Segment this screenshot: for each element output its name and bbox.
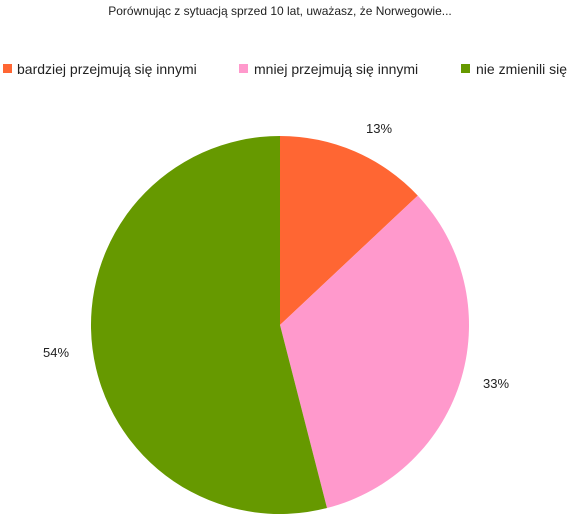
legend-swatch xyxy=(461,64,470,73)
slice-value-label: 13% xyxy=(366,121,392,136)
legend-swatch xyxy=(3,64,12,73)
legend-label: nie zmienili się xyxy=(476,61,567,77)
pie-slices xyxy=(90,136,470,514)
pie-slice xyxy=(90,136,327,514)
legend-item: bardziej przejmują się innymi xyxy=(3,61,197,77)
legend-item: mniej przejmują się innymi xyxy=(239,61,418,77)
slice-value-label: 54% xyxy=(43,345,69,360)
pie-slice xyxy=(280,195,470,509)
legend-item: nie zmienili się xyxy=(461,61,567,77)
chart-title: Porównując z sytuacją sprzed 10 lat, uwa… xyxy=(108,4,452,18)
legend-label: bardziej przejmują się innymi xyxy=(17,61,197,77)
legend-swatch xyxy=(239,64,248,73)
pie-slice xyxy=(280,136,418,325)
slice-value-label: 33% xyxy=(483,376,509,391)
slice-labels: 13% 33% 54% xyxy=(43,121,509,391)
legend: bardziej przejmują się innymi mniej prze… xyxy=(3,61,567,77)
legend-label: mniej przejmują się innymi xyxy=(254,61,418,77)
